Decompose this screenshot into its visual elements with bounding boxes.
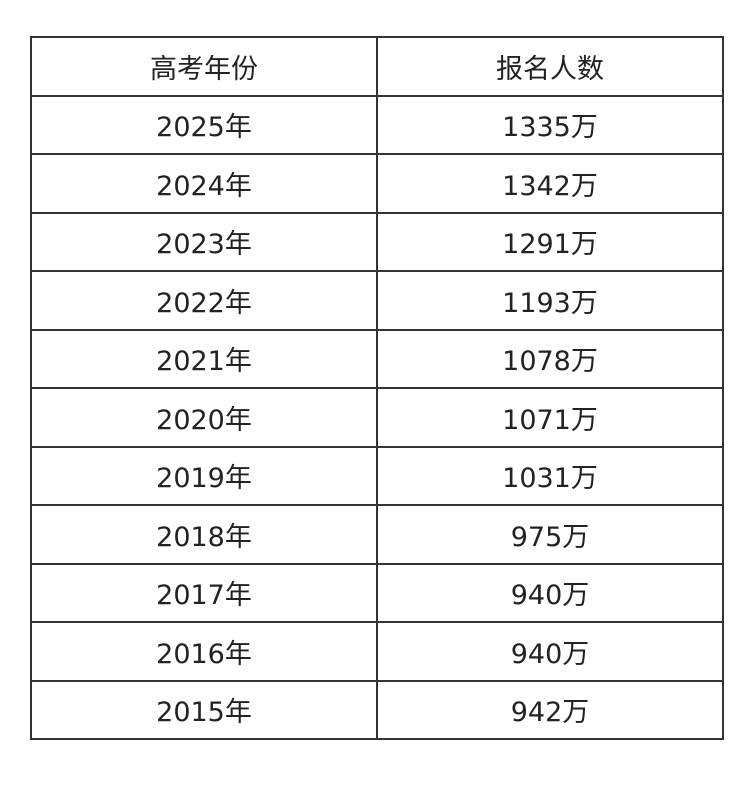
cell-applicants: 1078万: [376, 328, 724, 389]
cell-year: 2025年: [30, 94, 378, 155]
cell-year: 2018年: [30, 504, 378, 565]
cell-applicants: 1193万: [376, 270, 724, 331]
cell-applicants: 1342万: [376, 153, 724, 214]
table-row: 2020年 1071万: [30, 387, 724, 448]
table-header-row: 高考年份 报名人数: [30, 36, 724, 97]
cell-applicants: 942万: [376, 679, 724, 740]
cell-applicants: 1335万: [376, 94, 724, 155]
cell-applicants: 940万: [376, 562, 724, 623]
header-year: 高考年份: [30, 36, 378, 97]
cell-year: 2019年: [30, 445, 378, 506]
table-row: 2016年 940万: [30, 621, 724, 682]
cell-year: 2016年: [30, 621, 378, 682]
cell-year: 2017年: [30, 562, 378, 623]
table-row: 2018年 975万: [30, 504, 724, 565]
cell-applicants: 940万: [376, 621, 724, 682]
table-row: 2024年 1342万: [30, 153, 724, 214]
table-row: 2019年 1031万: [30, 445, 724, 506]
cell-year: 2015年: [30, 679, 378, 740]
cell-year: 2021年: [30, 328, 378, 389]
gaokao-registration-table: 高考年份 报名人数 2025年 1335万 2024年 1342万 2023年 1291万…: [30, 36, 724, 740]
cell-applicants: 1291万: [376, 211, 724, 272]
table-row: 2023年 1291万: [30, 211, 724, 272]
table-row: 2017年 940万: [30, 562, 724, 623]
table-row: 2021年 1078万: [30, 328, 724, 389]
header-applicants: 报名人数: [376, 36, 724, 97]
table-row: 2015年 942万: [30, 679, 724, 740]
cell-year: 2020年: [30, 387, 378, 448]
cell-year: 2022年: [30, 270, 378, 331]
cell-applicants: 975万: [376, 504, 724, 565]
cell-applicants: 1071万: [376, 387, 724, 448]
cell-year: 2023年: [30, 211, 378, 272]
table-row: 2025年 1335万: [30, 94, 724, 155]
cell-applicants: 1031万: [376, 445, 724, 506]
table-row: 2022年 1193万: [30, 270, 724, 331]
cell-year: 2024年: [30, 153, 378, 214]
